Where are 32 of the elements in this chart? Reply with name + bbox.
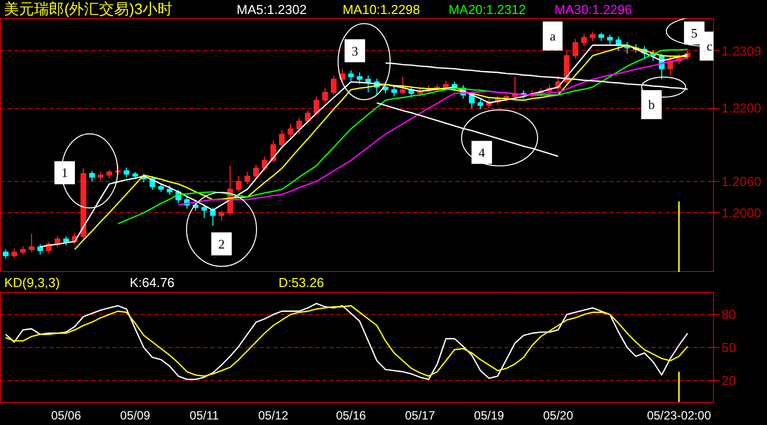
x-tick-label: 05/12 bbox=[258, 408, 289, 422]
text: MA10:1.2298 bbox=[342, 2, 420, 17]
y-tick-label: 80 bbox=[722, 307, 736, 322]
x-tick-label: 05/19 bbox=[474, 408, 504, 422]
x-tick-label: 05/06 bbox=[51, 408, 82, 422]
y-tick-label: 20 bbox=[722, 373, 736, 388]
y-tick-label: 1.2309 bbox=[722, 43, 762, 58]
chart-title: 美元瑞郎(外汇交易)3小时 bbox=[4, 1, 173, 18]
annotation: 4 bbox=[478, 144, 486, 160]
annotation: 5 bbox=[690, 26, 698, 40]
y-tick-label: 1.2060 bbox=[722, 174, 762, 189]
x-tick-label: 05/09 bbox=[120, 408, 150, 422]
y-tick-label: 1.2200 bbox=[722, 100, 762, 116]
x-tick-label: 05/16 bbox=[336, 408, 366, 422]
annotation: 3 bbox=[352, 43, 358, 58]
text: c bbox=[706, 38, 713, 54]
chart-title: KD(9,3,3) bbox=[4, 275, 60, 290]
x-tick-label: 05/20 bbox=[543, 408, 574, 422]
x-tick-label: 05/11 bbox=[190, 408, 220, 422]
y-tick-label: 50 bbox=[722, 340, 736, 355]
series-label: K:64.76 bbox=[130, 275, 175, 290]
text: MA30:1.2296 bbox=[554, 2, 632, 17]
series-label: D:53.26 bbox=[278, 275, 324, 290]
x-tick-label: 05/23-02:00 bbox=[646, 408, 712, 422]
annotation: 2 bbox=[218, 236, 225, 252]
text: MA20:1.2312 bbox=[448, 2, 526, 17]
y-tick-label: 1.2000 bbox=[722, 205, 762, 220]
x-tick-label: 05/17 bbox=[405, 408, 436, 422]
text: MA5:1.2302 bbox=[236, 2, 307, 17]
annotation: 1 bbox=[61, 165, 68, 180]
annotation: b bbox=[648, 97, 655, 112]
annotation: a bbox=[550, 28, 556, 44]
